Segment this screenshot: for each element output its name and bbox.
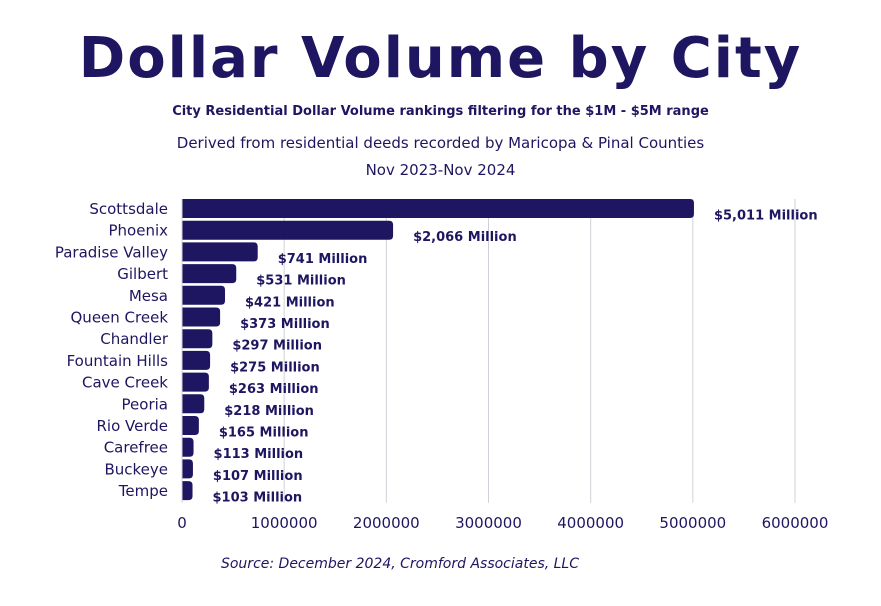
x-tick-label: 2000000 <box>353 514 420 532</box>
category-label: Carefree <box>104 439 168 457</box>
data-label: $741 Million <box>278 252 368 267</box>
bar <box>182 329 213 349</box>
x-tick-label: 5000000 <box>659 514 726 532</box>
bar <box>182 220 394 240</box>
chart-period: Nov 2023-Nov 2024 <box>365 161 516 179</box>
category-label: Buckeye <box>104 460 168 478</box>
category-label: Fountain Hills <box>67 352 169 370</box>
bar <box>182 437 194 457</box>
bar <box>182 372 209 392</box>
bar <box>182 416 199 435</box>
data-label: $263 Million <box>229 382 319 397</box>
bar <box>182 350 211 370</box>
bar <box>182 481 193 501</box>
bar <box>182 242 258 262</box>
data-label: $297 Million <box>232 339 322 354</box>
data-label: $5,011 Million <box>714 209 818 224</box>
data-label: $218 Million <box>224 404 314 419</box>
bar <box>182 199 694 218</box>
bar <box>182 394 205 414</box>
bar <box>182 285 226 305</box>
chart-subtitle: City Residential Dollar Volume rankings … <box>172 104 709 119</box>
category-label: Tempe <box>118 482 168 500</box>
bar <box>182 307 221 327</box>
category-label: Scottsdale <box>89 200 168 218</box>
chart-description: Derived from residential deeds recorded … <box>176 134 705 152</box>
data-label: $275 Million <box>230 360 320 375</box>
chart-title: Dollar Volume by City <box>78 26 803 91</box>
data-label: $2,066 Million <box>413 230 517 245</box>
x-tick-label: 4000000 <box>557 514 624 532</box>
bar <box>182 264 237 284</box>
category-label: Phoenix <box>108 222 168 240</box>
data-label: $165 Million <box>219 426 309 441</box>
x-tick-label: 6000000 <box>762 514 829 532</box>
category-label: Peoria <box>122 395 168 413</box>
data-label: $107 Million <box>213 469 303 484</box>
category-label: Cave Creek <box>82 374 168 392</box>
category-label: Chandler <box>100 330 169 348</box>
data-label: $113 Million <box>214 447 304 462</box>
x-tick-label: 3000000 <box>455 514 522 532</box>
bar <box>182 459 193 479</box>
data-label: $531 Million <box>256 274 346 289</box>
data-label: $103 Million <box>213 491 303 506</box>
source-note: Source: December 2024, Cromford Associat… <box>220 556 580 572</box>
category-label: Gilbert <box>117 265 168 283</box>
category-label: Mesa <box>129 287 168 305</box>
category-label: Rio Verde <box>96 417 168 435</box>
x-tick-label: 1000000 <box>251 514 318 532</box>
data-label: $421 Million <box>245 295 335 310</box>
category-label: Paradise Valley <box>55 243 168 261</box>
x-tick-label: 0 <box>177 514 187 532</box>
data-label: $373 Million <box>240 317 330 332</box>
category-label: Queen Creek <box>71 309 169 327</box>
